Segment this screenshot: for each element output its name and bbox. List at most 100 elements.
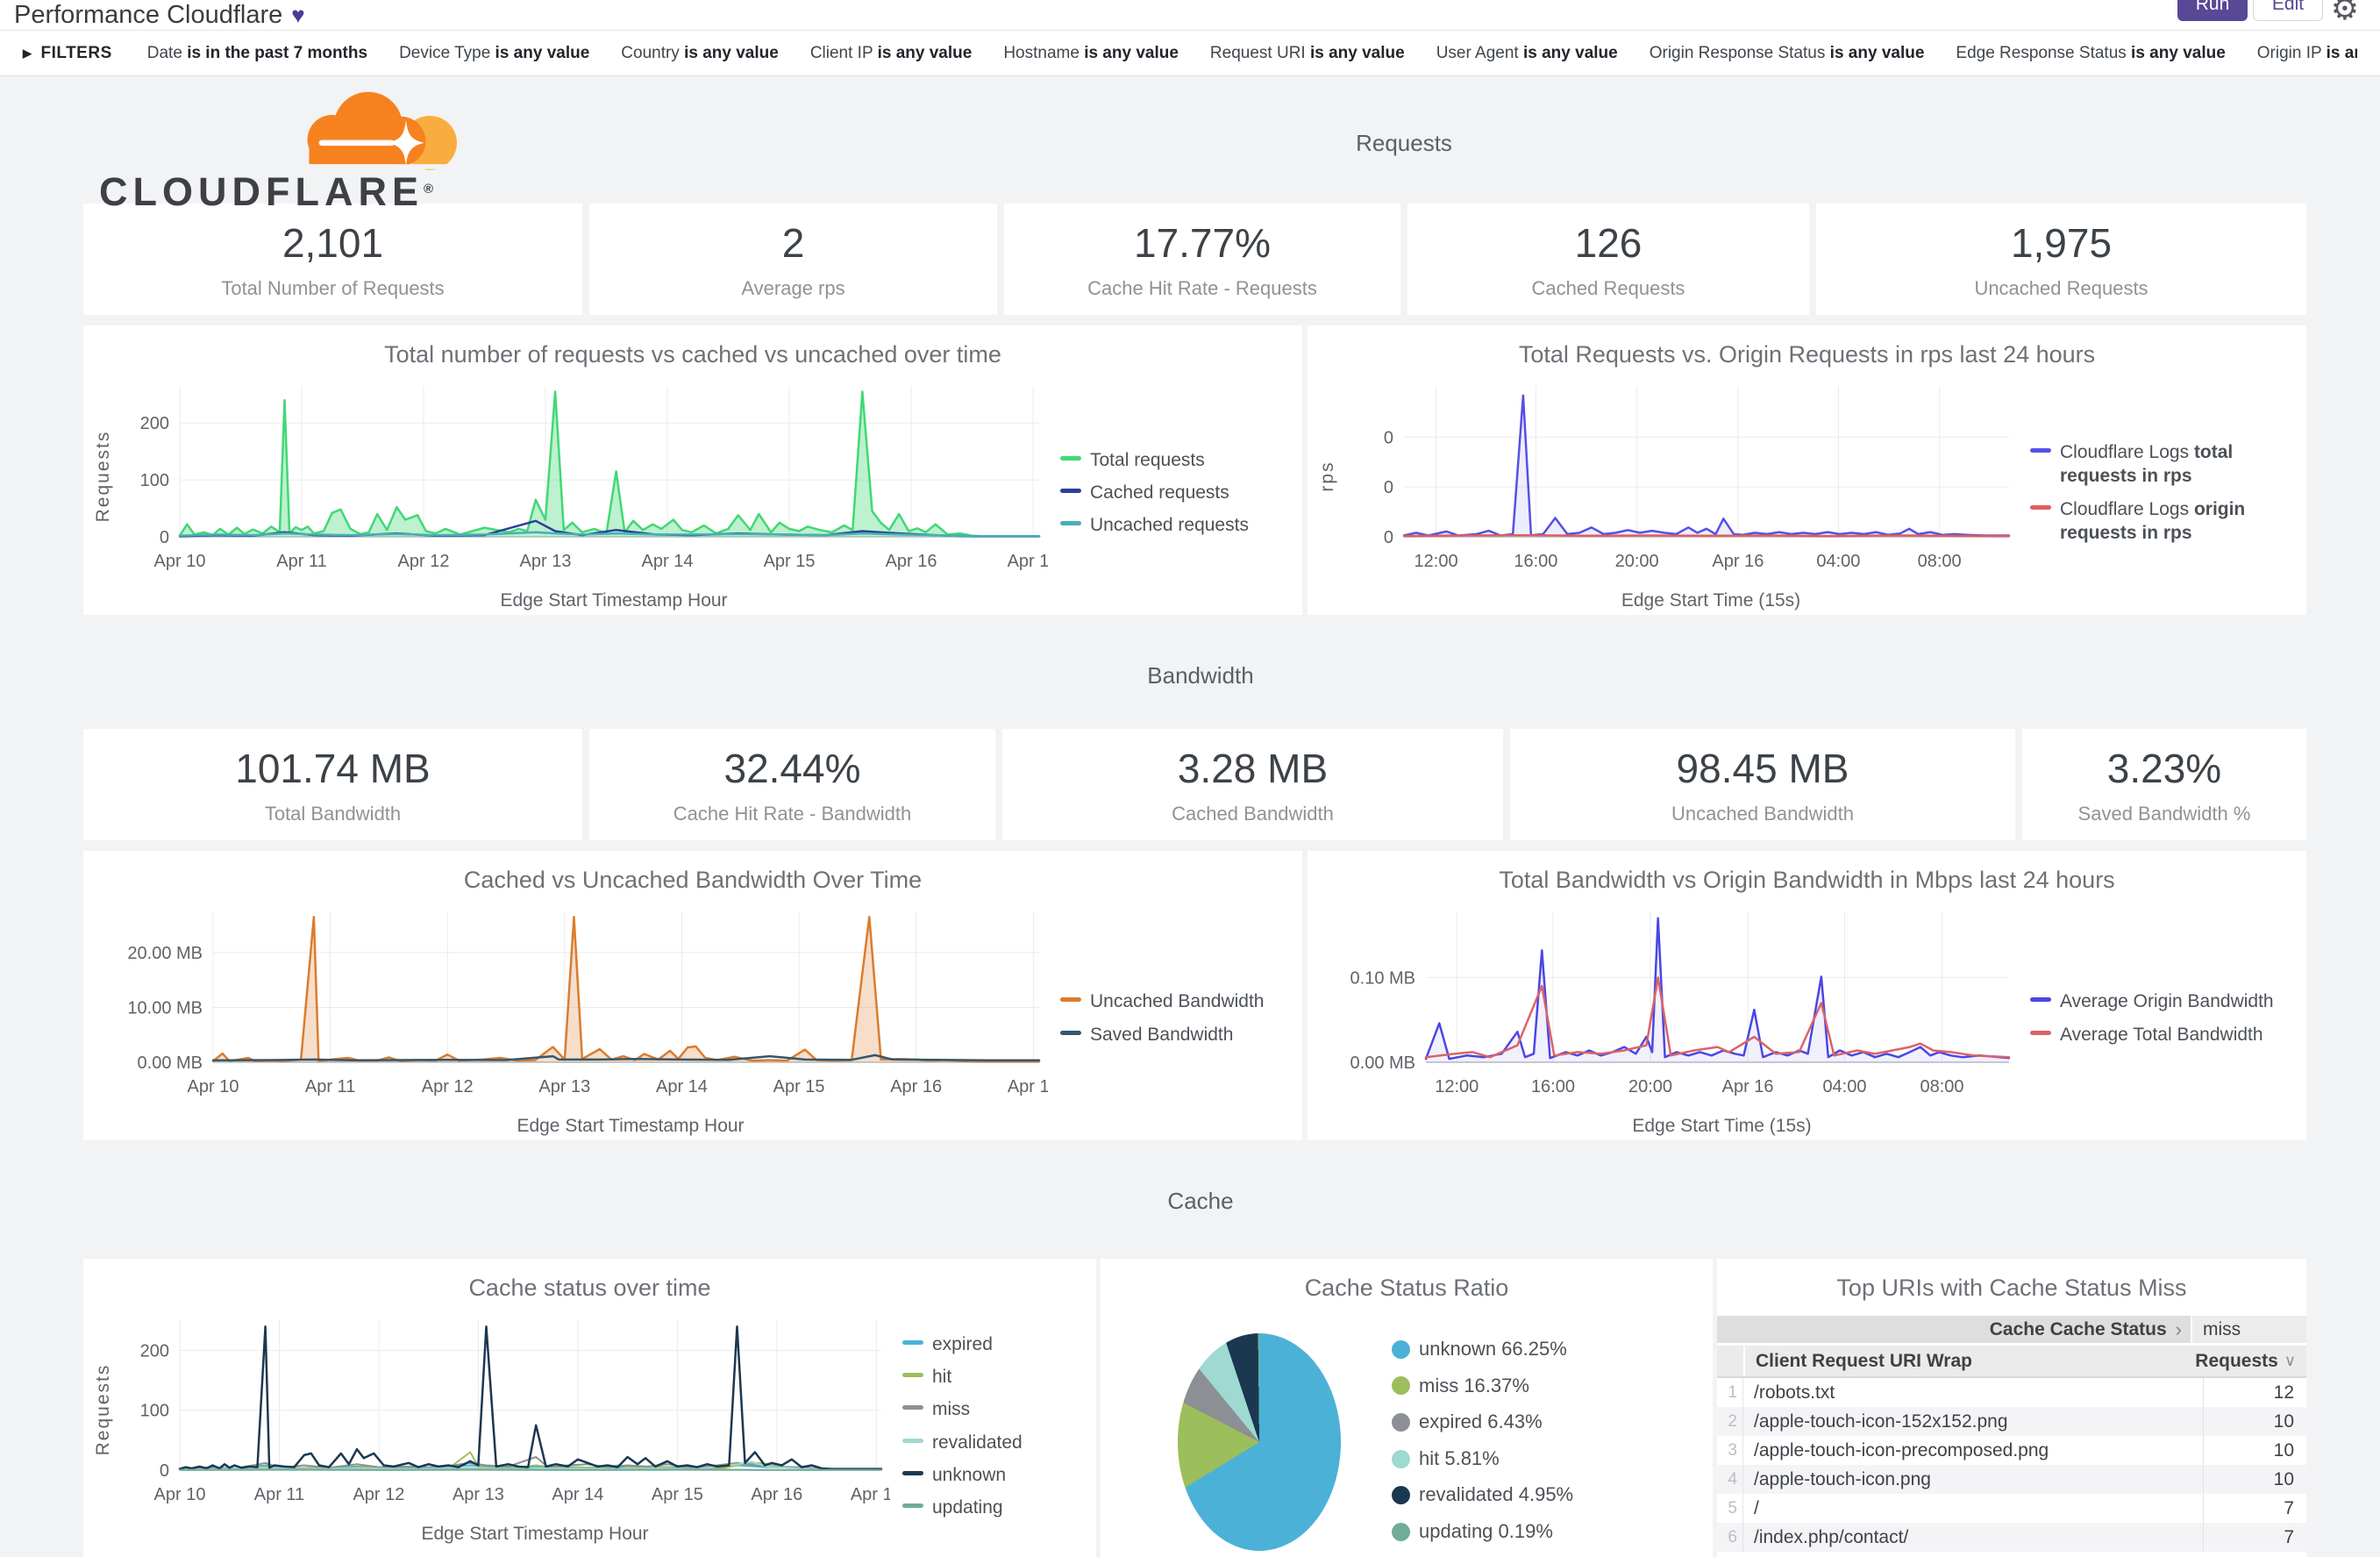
favorite-heart-icon[interactable]: ♥ <box>291 2 305 28</box>
legend-item[interactable]: updating <box>902 1496 1082 1519</box>
requests-cell[interactable]: 10 <box>2203 1407 2306 1436</box>
svg-text:0.00 MB: 0.00 MB <box>138 1053 203 1073</box>
filter-item[interactable]: Client IP is any value <box>809 43 973 62</box>
legend-label: expired <box>932 1333 993 1354</box>
legend-item[interactable]: revalidated <box>902 1431 1082 1454</box>
kpi-label: Average rps <box>741 276 845 299</box>
pie-legend-item[interactable]: updating 0.19% <box>1392 1519 1573 1545</box>
pie-legend-item[interactable]: unknown 66.25% <box>1392 1337 1573 1362</box>
legend-swatch-icon <box>902 1405 923 1411</box>
filter-item[interactable]: Device Type is any value <box>399 43 590 62</box>
svg-text:Apr 16: Apr 16 <box>1722 1077 1774 1096</box>
mbps-24h-plot[interactable]: 12:00 16:00 20:00 Apr 16 04:00 08:00 0.00 MB 0.… <box>1343 899 2018 1116</box>
panel-rps-24h: Total Requests vs. Origin Requests in rp… <box>1308 325 2306 615</box>
svg-text:0.00 MB: 0.00 MB <box>1350 1053 1415 1073</box>
legend-item[interactable]: miss <box>902 1397 1082 1421</box>
legend-item[interactable]: Saved Bandwidth <box>1060 1023 1279 1046</box>
legend-item[interactable]: Uncached requests <box>1060 513 1279 537</box>
bandwidth-over-time-plot[interactable]: Apr 10 Apr 11 Apr 12 Apr 13 Apr 14 Apr 15 Apr … <box>118 899 1059 1116</box>
filter-item[interactable]: Request URI is any value <box>1209 43 1405 62</box>
legend-item[interactable]: Cloudflare Logs origin requests in rps <box>2030 497 2293 546</box>
section-title-bandwidth: Bandwidth <box>1147 662 1254 689</box>
uri-cell[interactable]: /robots.txt <box>1754 1382 1835 1403</box>
y-axis-title: Requests <box>89 374 118 611</box>
legend-swatch-icon <box>902 1339 923 1345</box>
chart-title: Total Requests vs. Origin Requests in rp… <box>1518 341 2096 368</box>
column-header-uri[interactable]: Client Request URI Wrap <box>1756 1350 1972 1371</box>
column-header-requests[interactable]: Requests ∨ <box>2192 1346 2306 1376</box>
filter-item[interactable]: Country is any value <box>621 43 779 62</box>
legend-item[interactable]: Average Total Bandwidth <box>2030 1023 2293 1046</box>
filters-expander[interactable]: ▶ FILTERS <box>23 44 112 63</box>
uri-cell[interactable]: /apple-touch-icon.png <box>1754 1468 1931 1489</box>
uri-cell[interactable]: /apple-touch-icon-precomposed.png <box>1754 1439 2049 1461</box>
legend-swatch-icon <box>1060 521 1081 526</box>
legend-item[interactable]: Cached requests <box>1060 481 1279 504</box>
legend-swatch-icon <box>1060 997 1081 1003</box>
section-title-cache: Cache <box>1167 1188 1234 1214</box>
uri-cell[interactable]: /apple-touch-icon-152x152.png <box>1754 1411 2008 1432</box>
svg-text:Apr 16: Apr 16 <box>886 552 937 571</box>
legend-swatch-icon <box>2030 447 2051 453</box>
pivot-field-text: Cache Cache Status <box>1989 1318 2167 1339</box>
legend-swatch-icon <box>902 1470 923 1475</box>
cache-status-over-time-svg: Apr 10 Apr 11 Apr 12 Apr 13 Apr 14 Apr 15 Apr … <box>140 1319 902 1504</box>
requests-cell[interactable]: 10 <box>2203 1436 2306 1465</box>
svg-text:Apr 11: Apr 11 <box>254 1485 304 1504</box>
uri-cell[interactable]: /index.php/contact/ <box>1754 1526 1909 1547</box>
filter-item[interactable]: Hostname is any value <box>1003 43 1179 62</box>
pivot-header-band: Cache Cache Status › miss <box>1717 1316 2306 1343</box>
run-button[interactable]: Run <box>2177 0 2248 21</box>
requests-cell[interactable]: 12 <box>2203 1378 2306 1407</box>
pie-legend-item[interactable]: hit 5.81% <box>1392 1446 1573 1472</box>
pie-legend-label: unknown 66.25% <box>1419 1338 1567 1360</box>
filter-item[interactable]: Origin IP is any value <box>2256 43 2357 62</box>
uri-cell[interactable]: / <box>1754 1497 1759 1518</box>
registered-mark: ® <box>423 182 434 196</box>
legend-item[interactable]: Cloudflare Logs total requests in rps <box>2030 440 2293 489</box>
table-column-headers: Client Request URI Wrap Requests ∨ <box>1717 1346 2306 1378</box>
requests-charts-row: Total number of requests vs cached vs un… <box>83 325 2306 615</box>
table-row: 4/apple-touch-icon.png 10 <box>1717 1465 2306 1494</box>
chart-legend: Total requests Cached requests Uncached re… <box>1048 374 1279 611</box>
pie-legend-item[interactable]: miss 16.37% <box>1392 1374 1573 1399</box>
filter-item[interactable]: Origin Response Status is any value <box>1649 43 1925 62</box>
kpi-value: 3.23% <box>2106 745 2222 791</box>
requests-cell[interactable]: 7 <box>2203 1494 2306 1523</box>
legend-item[interactable]: Uncached Bandwidth <box>1060 989 1279 1013</box>
legend-label: Uncached Bandwidth <box>1090 991 1265 1012</box>
legend-swatch-icon <box>1060 1030 1081 1035</box>
edit-button[interactable]: Edit <box>2253 0 2323 21</box>
svg-text:Apr 10: Apr 10 <box>154 1485 206 1504</box>
legend-item[interactable]: unknown <box>902 1463 1082 1487</box>
pie-legend-item[interactable]: expired 6.43% <box>1392 1410 1573 1435</box>
table-row: 6/index.php/contact/7 <box>1717 1523 2306 1552</box>
filter-item[interactable]: Date is in the past 7 months <box>146 43 368 62</box>
legend-item[interactable]: Total requests <box>1060 448 1279 472</box>
filter-item[interactable]: User Agent is any value <box>1436 43 1618 62</box>
requests-cell[interactable]: 7 <box>2203 1523 2306 1552</box>
column-header-requests-text: Requests <box>2195 1350 2278 1371</box>
table-title: Top URIs with Cache Status Miss <box>1836 1275 2187 1301</box>
pie-legend-item[interactable]: revalidated 4.95% <box>1392 1482 1573 1508</box>
table-row: 1/robots.txt 12 <box>1717 1378 2306 1407</box>
requests-over-time-plot[interactable]: Apr 10 Apr 11 Apr 12 Apr 13 Apr 14 Apr 15 Apr … <box>118 374 1059 590</box>
kpi-label: Cache Hit Rate - Requests <box>1087 276 1317 299</box>
legend-item[interactable]: Average Origin Bandwidth <box>2030 989 2293 1013</box>
svg-text:Apr 14: Apr 14 <box>552 1485 603 1504</box>
rps-24h-plot[interactable]: 12:00 16:00 20:00 Apr 16 04:00 08:00 0 0 0 <box>1343 374 2018 590</box>
cache-status-pie-chart[interactable] <box>1178 1333 1341 1551</box>
gear-icon[interactable]: ⚙ <box>2330 0 2359 26</box>
svg-text:100: 100 <box>140 471 169 490</box>
cache-status-over-time-plot[interactable]: Apr 10 Apr 11 Apr 12 Apr 13 Apr 14 Apr 15 Apr … <box>118 1307 902 1524</box>
requests-cell[interactable]: 10 <box>2203 1465 2306 1494</box>
row-number: 1 <box>1717 1378 1743 1407</box>
requests-kpi-row: 2,101 Total Number of Requests 2 Average r… <box>83 204 2306 315</box>
legend-item[interactable]: hit <box>902 1365 1082 1389</box>
filter-item[interactable]: Edge Response Status is any value <box>1956 43 2226 62</box>
pivot-value-miss[interactable]: miss <box>2192 1316 2306 1343</box>
svg-text:20:00: 20:00 <box>1628 1077 1672 1096</box>
kpi-value: 98.45 MB <box>1676 745 1849 791</box>
pivot-field-label[interactable]: Cache Cache Status › <box>1717 1316 2192 1343</box>
legend-item[interactable]: expired <box>902 1332 1082 1356</box>
